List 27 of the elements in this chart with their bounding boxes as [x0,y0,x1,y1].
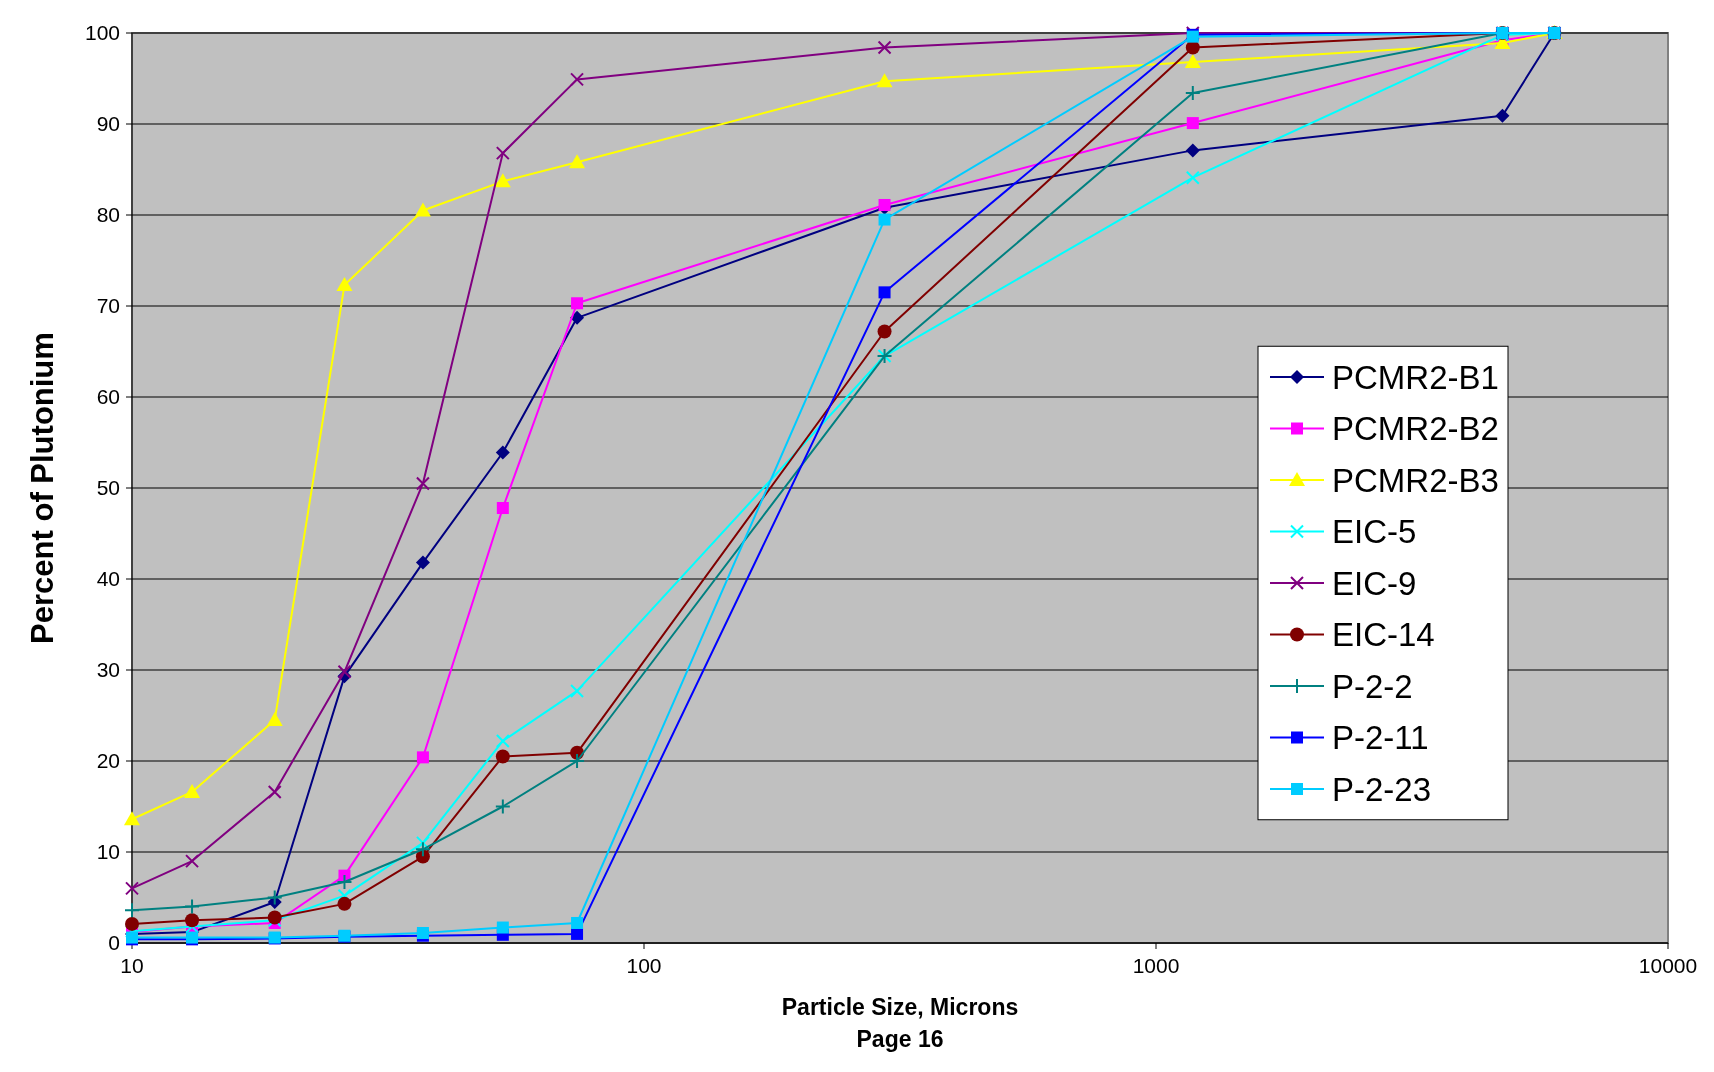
y-tick-label: 100 [84,21,120,45]
y-tick-label: 0 [108,931,120,955]
legend-label: EIC-14 [1332,616,1435,654]
y-tick-label: 60 [96,385,120,409]
x-tick-label: 100 [626,954,662,977]
y-tick-label: 90 [96,112,120,136]
y-tick-label: 10 [96,840,120,864]
legend-label: PCMR2-B3 [1332,461,1499,499]
y-axis-title: Percent of Plutonium [25,332,60,644]
legend-label: EIC-5 [1332,513,1417,551]
y-tick-label: 70 [96,294,120,318]
legend-label: PCMR2-B2 [1332,410,1499,448]
x-axis-title: Particle Size, Microns [781,994,1019,1020]
x-tick-label: 10 [120,954,144,977]
x-tick-label: 1000 [1132,954,1180,977]
y-tick-label: 40 [96,567,120,591]
legend-label: P-2-23 [1332,770,1432,808]
legend-label: P-2-2 [1332,667,1413,705]
x-tick-label: 10000 [1638,954,1698,977]
y-tick-label: 80 [96,203,120,227]
y-tick-label: 20 [96,749,120,773]
legend-label: P-2-11 [1332,719,1429,757]
text: Page 16 [856,1026,944,1052]
y-tick-label: 50 [96,476,120,500]
legend-label: EIC-9 [1332,564,1417,602]
y-tick-label: 30 [96,658,120,682]
legend-label: PCMR2-B1 [1332,358,1499,396]
